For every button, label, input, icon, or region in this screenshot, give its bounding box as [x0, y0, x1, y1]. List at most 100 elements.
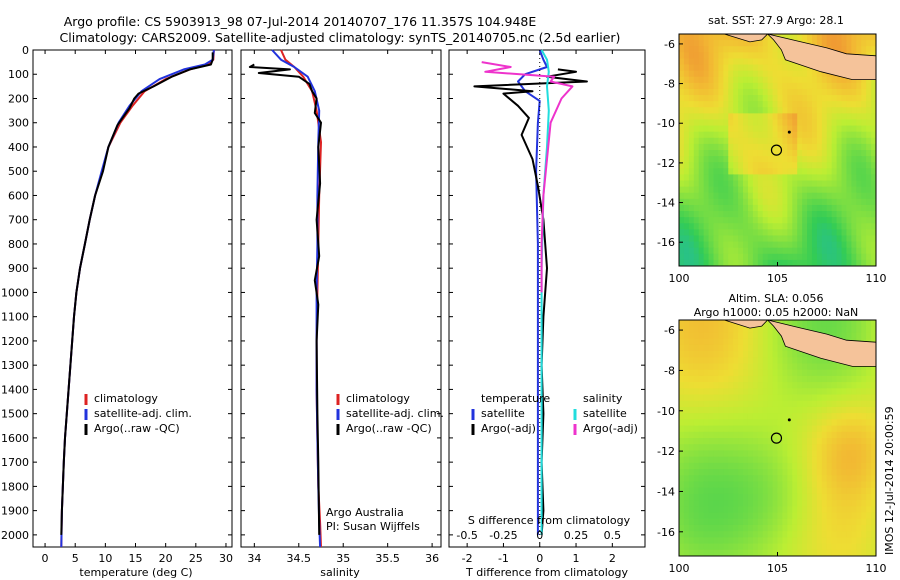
- sst-cell: [743, 82, 749, 90]
- sla-cell: [723, 543, 729, 551]
- sst-cell: [728, 247, 734, 255]
- sla-cell: [747, 363, 754, 371]
- sla-cell: [836, 462, 843, 470]
- sst-cell: [713, 253, 719, 261]
- sla-cell: [787, 456, 793, 464]
- sla-cell: [807, 487, 813, 495]
- sla-cell: [792, 500, 798, 507]
- sst-cell: [747, 259, 754, 266]
- sst-cell: [782, 107, 788, 114]
- sst-cell: [861, 204, 867, 212]
- sla-cell: [831, 326, 838, 334]
- sst-cell: [836, 162, 843, 169]
- sla-cell: [831, 438, 838, 445]
- sst-cell: [846, 119, 852, 127]
- sla-cell: [747, 431, 754, 439]
- sla-cell: [831, 388, 838, 396]
- sla-cell: [836, 475, 843, 483]
- sla-cell: [752, 456, 759, 464]
- sla-cell: [698, 338, 705, 346]
- sla-cell: [679, 469, 685, 476]
- sla-cell: [698, 406, 705, 414]
- sst-cell: [826, 192, 833, 200]
- sst-cell: [747, 76, 754, 84]
- sla-cell: [866, 506, 872, 514]
- sst-cell: [743, 101, 749, 108]
- sst-cell: [856, 211, 862, 218]
- sla-cell: [792, 363, 798, 371]
- sla-cell: [688, 456, 695, 464]
- sla-cell: [762, 500, 769, 507]
- sla-cell: [846, 456, 852, 464]
- sst-cell: [856, 186, 862, 194]
- sst-cell: [708, 259, 715, 266]
- sla-cell: [851, 481, 857, 489]
- sst-cell: [752, 70, 759, 78]
- sla-cell: [767, 518, 774, 526]
- sst-cell: [846, 259, 852, 266]
- sst-cell: [861, 88, 867, 96]
- sst-cell: [816, 101, 823, 108]
- sla-cell: [856, 500, 862, 507]
- sla-cell: [871, 506, 876, 514]
- sla-cell: [816, 438, 823, 445]
- sal-series-2: [248, 63, 322, 535]
- sla-cell: [792, 506, 798, 514]
- sla-cell: [733, 481, 739, 489]
- sst-cell: [713, 150, 719, 157]
- sla-cell: [772, 413, 779, 420]
- sla-cell: [703, 338, 710, 346]
- sst-cell: [841, 211, 848, 218]
- sla-cell: [792, 375, 798, 383]
- sst-cell: [797, 156, 803, 163]
- sla-cell: [713, 493, 719, 501]
- sst-cell: [811, 180, 818, 188]
- sst-cell: [747, 174, 754, 182]
- sla-cell: [679, 506, 685, 514]
- sst-cell: [757, 95, 764, 102]
- sla-cell: [679, 481, 685, 489]
- sla-cell: [713, 344, 719, 352]
- sst-cell: [836, 168, 843, 176]
- sst-cell: [762, 64, 769, 72]
- diff-xtick-label: -2: [462, 552, 473, 565]
- sla-cell: [723, 438, 729, 445]
- sla-cell: [831, 512, 838, 520]
- sst-cell: [861, 150, 867, 157]
- sst-cell: [728, 253, 734, 261]
- sst-cell: [688, 168, 695, 176]
- sla-cell: [733, 406, 739, 414]
- sst-cell: [866, 88, 872, 96]
- sla-cell: [811, 462, 818, 470]
- sla-cell: [871, 332, 876, 340]
- sla-cell: [871, 549, 876, 556]
- sal-series-0: [280, 49, 322, 548]
- sla-cell: [871, 375, 876, 383]
- sst-cell: [762, 125, 769, 133]
- sla-cell: [861, 332, 867, 340]
- sst-cell: [688, 241, 695, 249]
- sla-cell: [757, 481, 764, 489]
- sst-cell: [688, 46, 695, 53]
- sst-cell: [792, 174, 798, 182]
- sst-cell: [728, 186, 734, 194]
- sst-cell: [811, 174, 818, 182]
- sla-cell: [856, 438, 862, 445]
- sst-cell: [782, 150, 788, 157]
- sst-cell: [698, 107, 705, 114]
- sst-cell: [821, 107, 828, 114]
- sst-cell: [752, 186, 759, 194]
- sst-cell: [767, 229, 774, 237]
- diff-frame: [448, 49, 646, 548]
- sla-cell: [826, 475, 833, 483]
- diff-s-tick-label: -0.5: [456, 529, 477, 542]
- sla-cell: [782, 456, 788, 464]
- sst-cell: [782, 95, 788, 102]
- sst-cell: [688, 131, 695, 139]
- sst-cell: [841, 76, 848, 84]
- sla-cell: [752, 431, 759, 439]
- sst-cell: [782, 125, 788, 133]
- sst-cell: [698, 40, 705, 47]
- sla-cell: [757, 524, 764, 532]
- sst-cell: [688, 40, 695, 47]
